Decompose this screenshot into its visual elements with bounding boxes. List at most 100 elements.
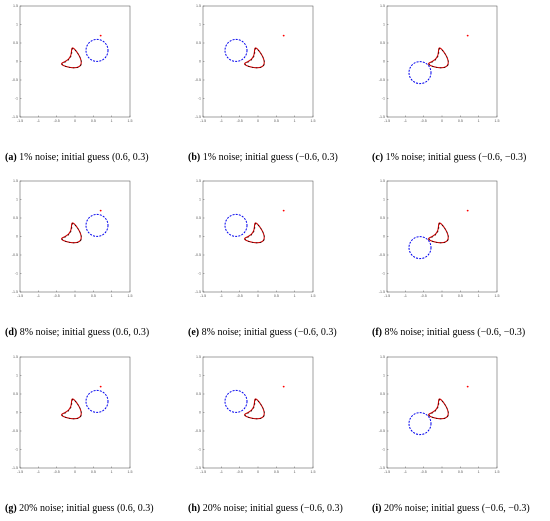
x-tick-label: -0.5: [54, 470, 60, 474]
initial-guess-circle: [408, 412, 432, 436]
x-tick-label: 1: [111, 294, 113, 298]
x-tick-label: 1: [294, 119, 296, 123]
y-tick-label: -1.5: [379, 115, 385, 119]
reconstructed-boundary: [61, 222, 82, 244]
subplot-caption: (i) 20% noise; initial guess (−0.6, −0.3…: [372, 503, 550, 515]
subplot-label: (d): [5, 327, 18, 338]
subplot-caption-text: 8% noise; initial guess (0.6, 0.3): [17, 327, 150, 338]
subplot-caption-text: 20% noise; initial guess (−0.6, −0.3): [381, 503, 530, 514]
x-tick-label: 0.5: [91, 119, 96, 123]
reconstructed-boundary: [61, 398, 82, 420]
x-tick-label: 1.5: [495, 119, 500, 123]
subplot-caption: (h) 20% noise; initial guess (−0.6, 0.3): [188, 503, 370, 515]
x-tick-label: 0: [441, 119, 443, 123]
x-tick-label: 1.5: [128, 294, 133, 298]
x-tick-label: -1.5: [384, 119, 390, 123]
y-tick-label: -0.5: [379, 429, 385, 433]
y-tick-label: 1: [199, 374, 201, 378]
x-tick-label: 1: [111, 470, 113, 474]
y-tick-label: -1: [198, 448, 201, 452]
x-tick-label: -1.5: [200, 294, 206, 298]
x-tick-label: -1: [37, 470, 40, 474]
x-tick-label: 0: [74, 294, 76, 298]
y-tick-label: 1: [199, 23, 201, 27]
subplot-chart: -1.5 -1 -0.5 0 0.5 1 1.5 1.5 1 0.5 0 -0.5 -1 -1.5: [379, 4, 500, 123]
exact-boundary: [244, 48, 265, 69]
reconstructed-boundary: [244, 47, 265, 69]
y-tick-label: 1.5: [380, 4, 385, 8]
subplot-label: (f): [372, 327, 382, 338]
x-tick-label: 1: [478, 119, 480, 123]
subplot-chart: -1.5 -1 -0.5 0 0.5 1 1.5 1.5 1 0.5 0 -0.5 -1 -1.5: [195, 179, 316, 298]
x-tick-label: 0: [257, 294, 259, 298]
x-tick-label: 0.5: [274, 294, 279, 298]
subplot-chart: -1.5 -1 -0.5 0 0.5 1 1.5 1.5 1 0.5 0 -0.5 -1 -1.5: [379, 179, 500, 298]
source-point-marker: [282, 209, 285, 212]
y-tick-label: -1.5: [12, 466, 18, 470]
subplot-label: (a): [5, 152, 17, 163]
plot-frame: [202, 356, 314, 469]
plot-frame: [202, 180, 314, 293]
x-tick-label: 1.5: [495, 470, 500, 474]
x-tick-label: 0.5: [274, 119, 279, 123]
x-tick-label: -0.5: [237, 119, 243, 123]
x-tick-label: -1.5: [384, 470, 390, 474]
subplot-caption-text: 20% noise; initial guess (0.6, 0.3): [16, 503, 154, 514]
x-tick-label: 1: [294, 294, 296, 298]
subplot-chart: -1.5 -1 -0.5 0 0.5 1 1.5 1.5 1 0.5 0 -0.5 -1 -1.5: [12, 355, 133, 474]
x-tick-label: -1.5: [200, 119, 206, 123]
initial-guess-circle: [224, 213, 248, 237]
y-tick-label: 0.5: [13, 216, 18, 220]
y-tick-label: -0.5: [12, 253, 18, 257]
subplot-label: (b): [188, 152, 201, 163]
plot-frame: [19, 180, 131, 293]
y-tick-label: 0.5: [380, 41, 385, 45]
subplot-label: (c): [372, 152, 384, 163]
x-tick-label: -1: [37, 294, 40, 298]
x-tick-label: -0.5: [421, 294, 427, 298]
x-tick-label: 0.5: [91, 294, 96, 298]
y-tick-label: 1.5: [13, 4, 18, 8]
subplot-chart: -1.5 -1 -0.5 0 0.5 1 1.5 1.5 1 0.5 0 -0.5 -1 -1.5: [195, 4, 316, 123]
subplot-chart: -1.5 -1 -0.5 0 0.5 1 1.5 1.5 1 0.5 0 -0.5 -1 -1.5: [12, 179, 133, 298]
exact-boundary: [428, 48, 449, 69]
subplot-panel: -1.5 -1 -0.5 0 0.5 1 1.5 1.5 1 0.5 0 -0.5 -1 -1.5 (i) …: [372, 351, 550, 521]
x-tick-label: 1.5: [311, 294, 316, 298]
initial-guess-circle: [224, 38, 248, 62]
plot-frame: [386, 180, 498, 293]
x-tick-label: 1.5: [311, 119, 316, 123]
y-tick-label: -0.5: [12, 78, 18, 82]
plot-frame: [19, 5, 131, 118]
subplot-caption: (g) 20% noise; initial guess (0.6, 0.3): [5, 503, 187, 515]
plot-frame: [386, 356, 498, 469]
source-point-marker: [466, 385, 469, 388]
x-tick-label: 0: [441, 470, 443, 474]
y-tick-label: 0: [383, 60, 385, 64]
x-tick-label: 0: [257, 119, 259, 123]
y-tick-label: 0.5: [13, 41, 18, 45]
subplot-label: (i): [372, 503, 382, 514]
y-tick-label: 1: [16, 198, 18, 202]
x-tick-label: 0.5: [458, 119, 463, 123]
y-tick-label: -1.5: [12, 290, 18, 294]
source-point-marker: [466, 209, 469, 212]
y-tick-label: -1.5: [12, 115, 18, 119]
x-tick-label: -1: [220, 294, 223, 298]
y-tick-label: 1: [16, 374, 18, 378]
reconstructed-boundary: [61, 47, 82, 69]
y-tick-label: -0.5: [379, 253, 385, 257]
subplot-panel: -1.5 -1 -0.5 0 0.5 1 1.5 1.5 1 0.5 0 -0.5 -1 -1.5 (f) …: [372, 175, 550, 345]
exact-boundary: [244, 223, 265, 244]
y-tick-label: 0.5: [380, 216, 385, 220]
x-tick-label: 0: [257, 470, 259, 474]
y-tick-label: -1.5: [195, 466, 201, 470]
source-point-marker: [466, 34, 469, 37]
x-tick-label: -1: [404, 294, 407, 298]
y-tick-label: -1: [382, 448, 385, 452]
source-point-marker: [99, 385, 102, 388]
initial-guess-circle: [408, 236, 432, 260]
y-tick-label: -1: [15, 272, 18, 276]
y-tick-label: 1.5: [196, 179, 201, 183]
subplot-caption: (c) 1% noise; initial guess (−0.6, −0.3): [372, 152, 550, 164]
source-point-marker: [282, 34, 285, 37]
